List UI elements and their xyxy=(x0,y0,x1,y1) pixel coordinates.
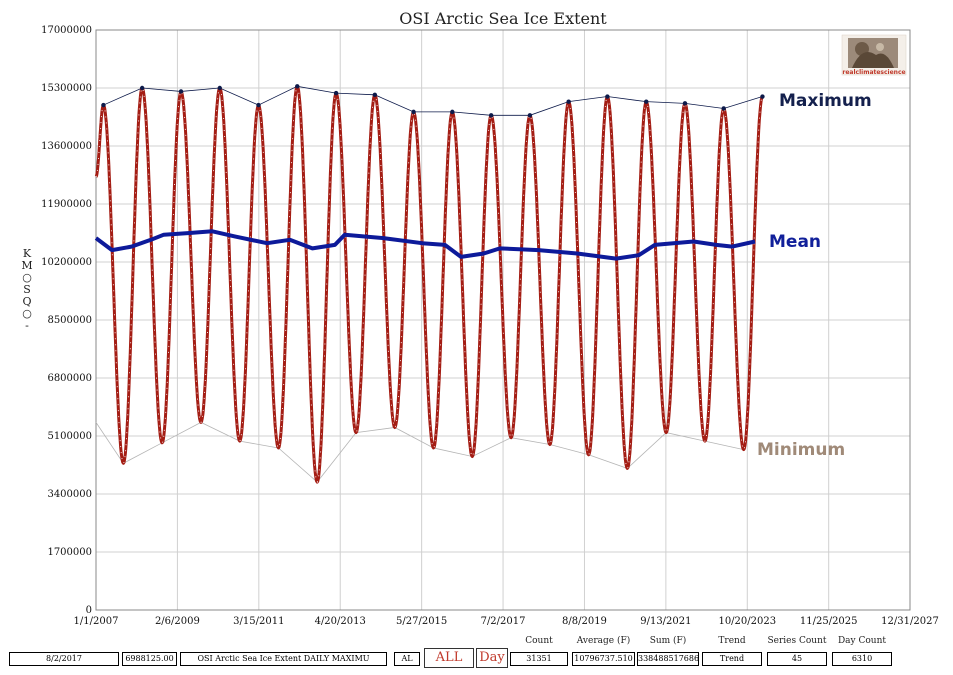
y-label-char: - xyxy=(25,319,29,332)
x-tick-label: 2/6/2009 xyxy=(155,616,200,627)
series-count-label: Series Count xyxy=(767,636,827,646)
footer-series-title-field[interactable]: OSI Arctic Sea Ice Extent DAILY MAXIMU xyxy=(180,634,387,670)
sum-value: 338488517686 xyxy=(637,652,699,666)
x-tick-label: 4/20/2013 xyxy=(315,616,366,627)
maximum-points xyxy=(101,84,765,118)
daily-series-dots xyxy=(95,85,763,484)
count-label: Count xyxy=(525,636,553,646)
x-tick-label: 3/15/2011 xyxy=(233,616,284,627)
status-footer: 8/2/2017 6988125.00 OSI Arctic Sea Ice E… xyxy=(0,634,953,670)
y-tick-label: 10200000 xyxy=(41,257,92,268)
mean-series-line xyxy=(94,229,756,261)
count-value: 31351 xyxy=(510,652,568,666)
x-tick-label: 11/25/2025 xyxy=(800,616,858,627)
x-axis: 1/1/2007 2/6/2009 3/15/2011 4/20/2013 5/27/2… xyxy=(74,616,939,627)
footer-count-column: Count 31351 xyxy=(510,634,568,670)
y-axis: 0 1700000 3400000 5100000 6800000 8500000 1020… xyxy=(41,25,92,616)
y-tick-label: 15300000 xyxy=(41,83,92,94)
footer-value-field[interactable]: 6988125.00 xyxy=(122,634,177,670)
x-tick-label: 8/8/2019 xyxy=(562,616,607,627)
maximum-point xyxy=(333,90,339,96)
maximum-point xyxy=(605,94,610,99)
x-tick-label: 1/1/2007 xyxy=(74,616,119,627)
maximum-point xyxy=(566,99,571,104)
y-tick-label: 3400000 xyxy=(47,489,92,500)
maximum-point xyxy=(721,106,726,111)
y-label-char: ○ xyxy=(22,307,32,320)
all-button[interactable]: ALL xyxy=(424,648,474,668)
y-tick-label: 0 xyxy=(86,605,92,616)
logo-text: realclimatescience xyxy=(842,69,905,76)
trend-label: Trend xyxy=(718,636,746,646)
maximum-point xyxy=(139,85,145,91)
x-tick-label: 12/31/2027 xyxy=(881,616,939,627)
y-label-char: M xyxy=(21,259,32,272)
plot-area xyxy=(95,29,911,611)
y-label-char: Q xyxy=(22,295,31,308)
day-button[interactable]: Day xyxy=(476,648,508,668)
day-count-label: Day Count xyxy=(837,636,887,646)
y-label-char: ○ xyxy=(22,271,32,284)
x-tick-label: 10/20/2023 xyxy=(718,616,776,627)
minimum-label: Minimum xyxy=(757,440,845,460)
maximum-point xyxy=(178,89,184,94)
maximum-label: Maximum xyxy=(779,91,872,111)
y-tick-label: 5100000 xyxy=(47,431,92,442)
y-label-char: S xyxy=(23,283,31,296)
x-tick-label: 7/2/2017 xyxy=(481,616,526,627)
y-tick-label: 8500000 xyxy=(47,315,92,326)
footer-series-count-column: Series Count 45 xyxy=(767,634,827,670)
maximum-point xyxy=(372,92,378,98)
y-tick-label: 17000000 xyxy=(41,25,92,36)
minimum-series-line xyxy=(95,421,744,483)
daily-series xyxy=(94,84,764,484)
maximum-point xyxy=(488,113,494,118)
realclimatescience-logo: realclimatescience xyxy=(841,34,907,76)
footer-series-title: OSI Arctic Sea Ice Extent DAILY MAXIMU xyxy=(180,652,387,666)
footer-value: 6988125.00 xyxy=(122,652,177,666)
footer-trend-column: Trend Trend xyxy=(702,634,762,670)
maximum-point xyxy=(217,85,222,91)
maximum-point xyxy=(644,99,649,104)
mean-label: Mean xyxy=(769,232,821,252)
chart-canvas: 0 1700000 3400000 5100000 6800000 8500000 1020… xyxy=(21,9,939,627)
x-tick-label: 9/13/2021 xyxy=(640,616,691,627)
footer-al: AL xyxy=(394,652,420,666)
footer-sum-column: Sum (F) 338488517686 xyxy=(637,634,699,670)
maximum-point xyxy=(450,109,455,115)
average-value: 10796737.510 xyxy=(572,652,635,666)
footer-al-field[interactable]: AL xyxy=(394,634,420,670)
footer-date: 8/2/2017 xyxy=(9,652,119,666)
maximum-point xyxy=(760,94,765,99)
chart-title: OSI Arctic Sea Ice Extent xyxy=(399,9,607,28)
series-count-value: 45 xyxy=(767,652,827,666)
average-label: Average (F) xyxy=(576,636,631,646)
maximum-point xyxy=(256,102,261,108)
footer-average-column: Average (F) 10796737.510 xyxy=(572,634,635,670)
maximum-point xyxy=(682,101,688,106)
trend-button[interactable]: Trend xyxy=(702,652,762,666)
y-tick-label: 1700000 xyxy=(47,547,92,558)
footer-day-count-column: Day Count 6310 xyxy=(832,634,892,670)
day-count-value: 6310 xyxy=(832,652,892,666)
y-tick-label: 13600000 xyxy=(41,141,92,152)
y-axis-label: KM○SQ○- xyxy=(21,247,32,332)
maximum-series-line xyxy=(103,85,763,116)
maximum-point xyxy=(527,113,533,118)
y-tick-label: 6800000 xyxy=(47,373,92,384)
maximum-point xyxy=(101,102,106,108)
footer-date-field[interactable]: 8/2/2017 xyxy=(9,634,119,670)
sum-label: Sum (F) xyxy=(649,636,687,646)
maximum-point xyxy=(411,109,416,115)
x-tick-label: 5/27/2015 xyxy=(396,616,447,627)
y-label-char: K xyxy=(23,247,32,260)
maximum-point xyxy=(295,84,300,89)
y-tick-label: 11900000 xyxy=(41,199,92,210)
